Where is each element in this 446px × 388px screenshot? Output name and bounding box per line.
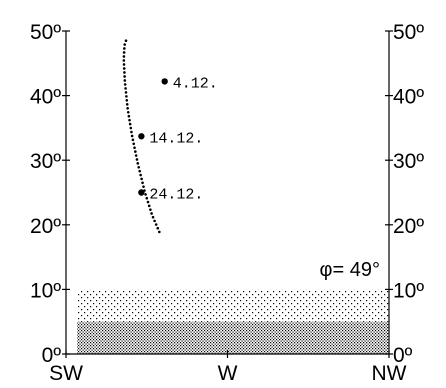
sun-path-dot [124,91,128,94]
y-tick-label-left: 50º [30,21,61,44]
date-marker-point [138,189,145,196]
sun-path-dot [125,95,128,98]
sun-path-dot [125,99,129,102]
sun-path-curve [122,39,161,234]
sun-path-dot [128,122,132,126]
y-tick-label-right: 20º [393,215,424,238]
sun-path-dot [122,51,126,54]
y-tick-label-left: 40º [30,86,61,109]
sun-path-dot [158,230,161,234]
horizon-band-sparse [77,289,389,322]
sun-path-dot [122,67,126,70]
sun-path-dot [123,79,127,82]
y-tick-label-right: 40º [393,86,424,109]
x-tick-label-sw: SW [49,362,83,385]
sun-path-dot [137,165,141,169]
axes: 0º 0º 10º 10º 20º 20º 30º 30º 40º 40º 50º 50º SW W NW [30,21,424,385]
sun-path-dot [140,177,143,181]
sun-path-dot [141,181,144,185]
sun-path-dot [153,219,156,223]
sun-path-dot [130,130,133,134]
horizon-band-dense [77,321,389,354]
sun-path-dot [145,196,149,200]
sun-path-dot [123,83,127,86]
sun-path-dot [144,193,147,196]
y-tick-label-left: 10º [30,279,61,302]
sun-path-dot [154,223,158,226]
sun-path-dot [125,103,129,106]
sun-path-dot [139,173,142,177]
sun-path-dot [134,154,138,157]
sun-path-dot [156,226,160,230]
sun-path-dot [135,158,139,161]
y-tick-label-right: 0º [393,344,413,367]
sun-path-dot [127,114,131,118]
y-tick-label-left: 0º [42,344,62,367]
sun-path-dot [147,204,151,208]
sun-path-dot [138,169,141,173]
sun-path-dot [123,43,127,46]
sun-path-dot [122,55,126,58]
sun-path-dot [146,200,150,204]
sun-path-dot [122,59,126,62]
sun-path-dot [128,118,131,122]
x-tick-label-nw: NW [372,362,407,385]
latitude-label: φ= 49° [320,259,380,281]
y-tick-label-right: 10º [393,279,424,302]
sun-path-dot [123,75,126,78]
sun-path-dot [123,71,126,74]
y-tick-label-right: 50º [393,21,424,44]
sun-path-dot [122,63,126,66]
date-marker-label: 24.12. [149,187,203,204]
y-tick-label-left: 20º [30,215,61,238]
sun-path-dot [151,215,155,219]
sun-path-dot [126,107,129,110]
date-markers: 4.12. 14.12. 24.12. [138,75,218,204]
sun-path-dot [126,110,130,114]
sun-path-dot [136,162,140,165]
y-tick-label-right: 30º [393,150,424,173]
sun-path-dot [129,126,133,130]
sun-path-dot [134,150,137,153]
x-tick-label-w: W [218,362,238,385]
sun-path-dot [124,39,128,43]
sun-path-dot [131,138,135,142]
date-marker-point [138,133,145,140]
sun-path-dot [142,185,145,188]
sun-path-dot [132,142,136,146]
sun-path-dot [123,47,126,50]
y-tick-label-left: 30º [30,150,61,173]
sun-path-dot [124,87,127,90]
sun-path-dot [130,134,134,138]
sun-path-dot [150,212,153,215]
horizon-bands [77,289,389,354]
sun-path-dot [149,208,152,211]
date-marker-label: 4.12. [173,75,218,92]
date-marker-point [161,78,168,85]
date-marker-label: 14.12. [149,130,203,147]
sun-path-dot [133,146,136,149]
